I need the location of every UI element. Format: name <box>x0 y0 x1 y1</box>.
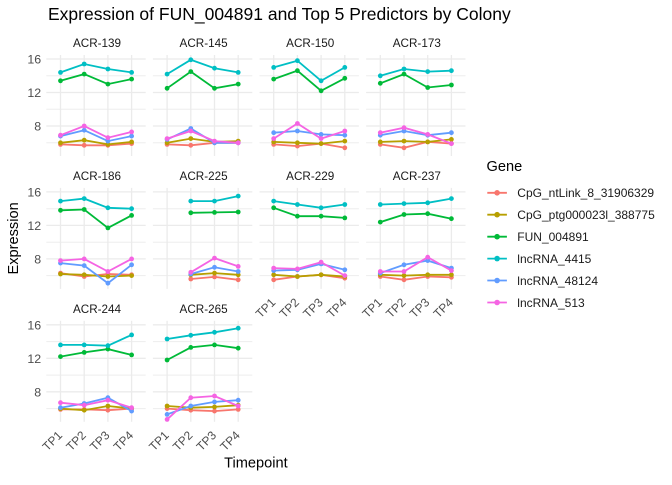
svg-text:ACR-186: ACR-186 <box>73 170 121 183</box>
svg-text:ACR-225: ACR-225 <box>180 170 229 183</box>
svg-text:ACR-173: ACR-173 <box>393 37 441 50</box>
svg-text:ACR-244: ACR-244 <box>73 303 122 316</box>
svg-text:8: 8 <box>34 252 41 266</box>
svg-text:ACR-229: ACR-229 <box>286 170 334 183</box>
svg-text:ACR-237: ACR-237 <box>393 170 441 183</box>
svg-text:8: 8 <box>34 385 41 399</box>
svg-text:12: 12 <box>27 352 41 366</box>
svg-text:CpG_ptg000023l_388775: CpG_ptg000023l_388775 <box>517 208 655 222</box>
svg-text:8: 8 <box>34 120 41 134</box>
svg-text:12: 12 <box>27 86 41 100</box>
svg-text:Gene: Gene <box>487 159 523 175</box>
svg-text:Timepoint: Timepoint <box>224 456 288 472</box>
svg-text:lncRNA_513: lncRNA_513 <box>517 296 585 310</box>
svg-text:ACR-139: ACR-139 <box>73 37 121 50</box>
svg-text:16: 16 <box>27 318 41 332</box>
svg-text:ACR-145: ACR-145 <box>180 37 229 50</box>
svg-text:ACR-265: ACR-265 <box>180 303 229 316</box>
svg-text:12: 12 <box>27 219 41 233</box>
svg-text:lncRNA_4415: lncRNA_4415 <box>517 252 591 266</box>
svg-text:ACR-150: ACR-150 <box>286 37 335 50</box>
svg-text:Expression of FUN_004891 and T: Expression of FUN_004891 and Top 5 Predi… <box>48 4 511 25</box>
svg-text:lncRNA_48124: lncRNA_48124 <box>517 274 598 288</box>
svg-text:16: 16 <box>27 185 41 199</box>
svg-text:FUN_004891: FUN_004891 <box>517 230 589 244</box>
svg-text:CpG_ntLink_8_31906329: CpG_ntLink_8_31906329 <box>517 186 654 200</box>
svg-text:Expression: Expression <box>6 202 22 274</box>
svg-text:16: 16 <box>27 53 41 67</box>
